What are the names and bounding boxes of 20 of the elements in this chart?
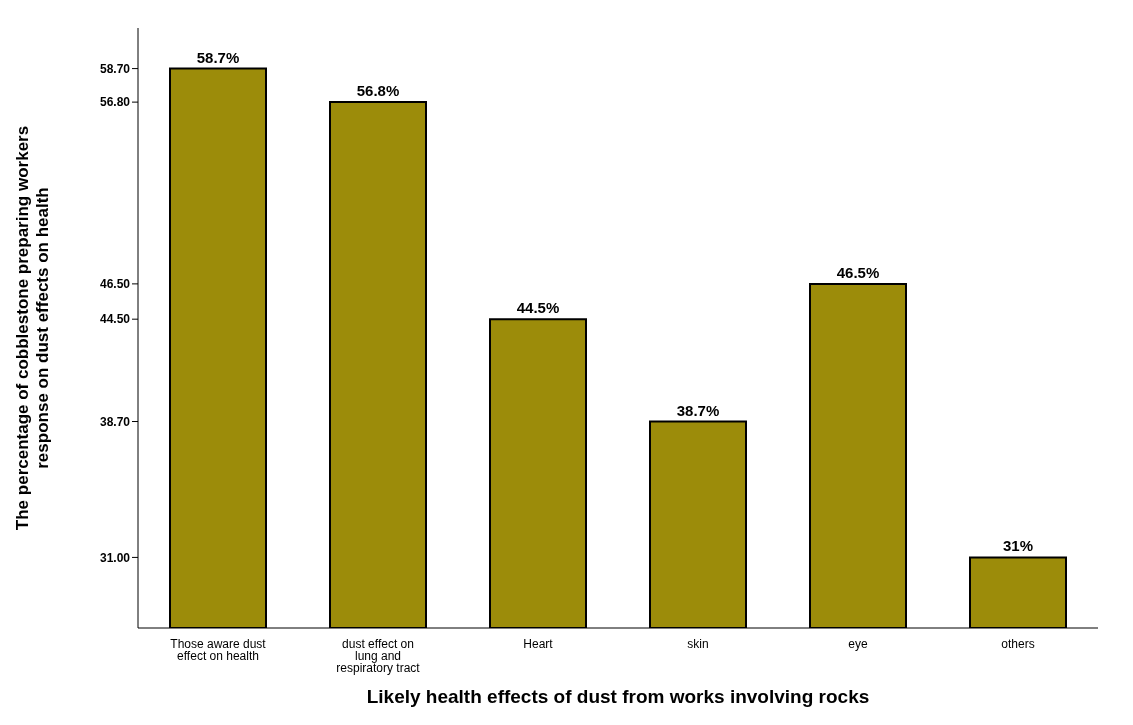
x-axis-title: Likely health effects of dust from works involving rocks: [366, 686, 870, 707]
data-label: 31%: [1002, 537, 1034, 555]
x-tick-label: others: [1001, 637, 1035, 651]
x-tick-label: eye: [848, 637, 868, 651]
x-tick-label: Heart: [523, 637, 554, 651]
y-axis-title: The percentage of cobblestone preparing workers response on dust effects on health: [13, 125, 52, 531]
y-tick-label: 31.00: [99, 550, 131, 565]
y-tick-label: 58.70: [99, 61, 131, 76]
data-label: 56.8%: [356, 82, 400, 100]
data-label: 38.7%: [676, 401, 720, 419]
data-label: 46.5%: [836, 263, 880, 281]
x-tick-label: dust effect on lung and respiratory tract: [336, 637, 421, 675]
data-label: 44.5%: [516, 299, 560, 317]
x-tick-label: skin: [687, 637, 709, 651]
y-tick-label: 38.70: [99, 414, 131, 429]
y-tick-label: 46.50: [99, 277, 131, 292]
y-tick-label: 44.50: [99, 312, 131, 327]
y-tick-label: 56.80: [99, 95, 131, 110]
x-tick-label: Those aware dust effect on health: [170, 637, 267, 663]
data-label: 58.7%: [196, 48, 240, 66]
